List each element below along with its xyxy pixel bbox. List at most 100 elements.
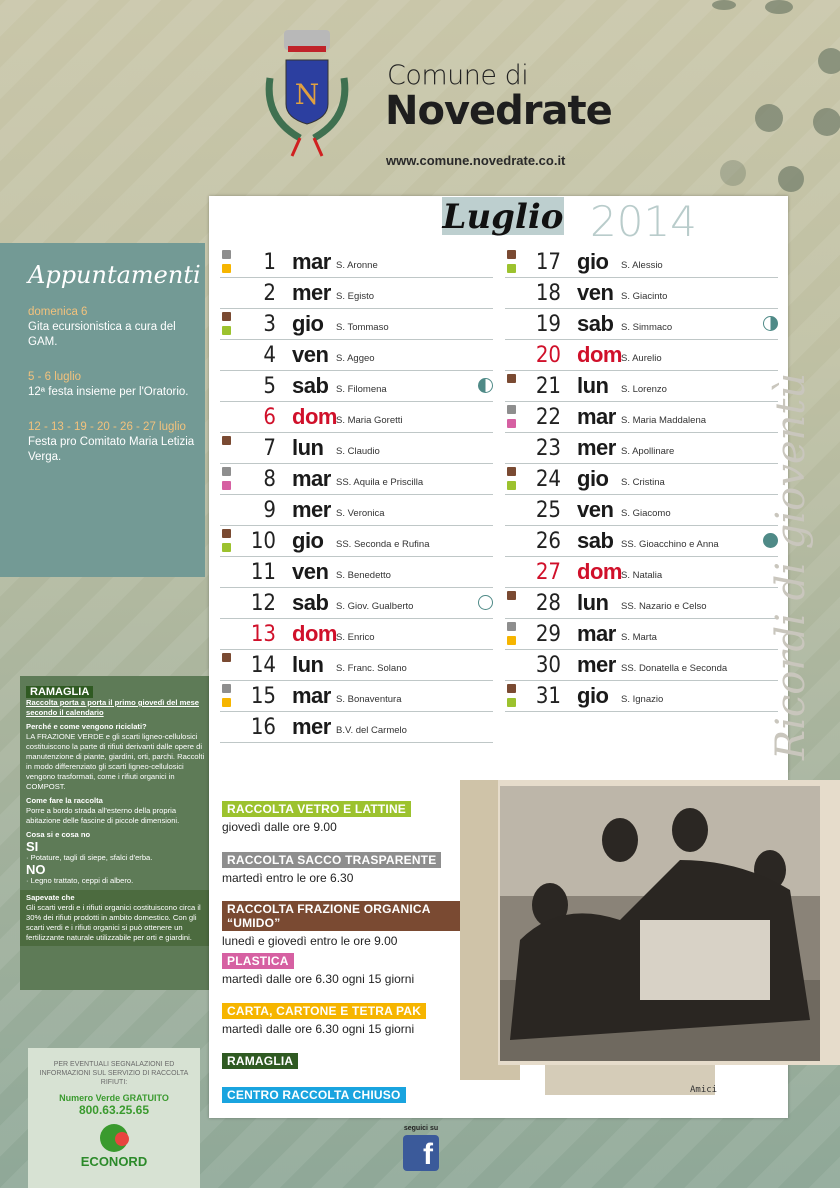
decor-dot [755,104,783,132]
ramaglia-a1: LA FRAZIONE VERDE e gli scarti ligneo-ce… [26,732,205,791]
day-number: 3 [263,312,276,337]
day-of-week: mar [292,683,331,708]
day-row: 11 ven S. Benedetto [220,557,493,588]
legend-item: RAMAGLIA [222,1052,472,1070]
day-number: 26 [535,529,561,554]
decor-dot [765,0,793,14]
day-of-week: lun [577,373,609,398]
event-text: Gita ecursionistica a cura del GAM. [28,321,176,348]
appuntamenti-panel: Appuntamenti domenica 6 Gita ecursionisti… [0,243,205,577]
day-row: 8 mar SS. Aquila e Priscilla [220,464,493,495]
ramaglia-info-panel: RAMAGLIA Raccolta porta a porta il primo… [20,676,213,990]
econord-logo-icon [100,1124,129,1152]
legend-label: PLASTICA [222,953,294,969]
ramaglia-no: NO [26,862,46,877]
day-of-week: sab [292,373,329,398]
saint-name: S. Filomena [336,384,387,395]
info-box: PER EVENTUALI SEGNALAZIONI ED INFORMAZIO… [28,1048,200,1188]
event-item: domenica 6 Gita ecursionistica a cura del… [28,305,198,350]
day-number: 30 [535,653,561,678]
calendar-column-right: 17 gio S. Alessio 18 ven S. Giacinto 19 sab S. S… [505,247,778,712]
legend-desc: giovedì dalle ore 9.00 [222,820,337,834]
collection-marker-brown [222,529,231,538]
sapevate-che-box: Sapevate che Gli scarti verdi e i rifiut… [20,890,213,946]
vertical-title: Ricordi di gioventù [768,372,814,760]
day-row: 31 gio S. Ignazio [505,681,778,712]
ramaglia-no-text: · Legno trattato, ceppi di albero. [26,876,134,885]
day-of-week: mer [292,280,331,305]
econord-brand: ECONORD [80,1154,148,1169]
decor-dot [813,108,840,136]
day-row: 24 gio S. Cristina [505,464,778,495]
saint-name: S. Enrico [336,632,375,643]
day-number: 22 [535,405,561,430]
day-number: 8 [263,467,276,492]
event-date: domenica 6 [28,306,88,318]
legend-item: RACCOLTA VETRO E LATTINE giovedì dalle or… [222,800,472,834]
day-of-week: ven [292,342,329,367]
facebook-icon[interactable]: f [403,1135,439,1171]
ramaglia-si: SI [26,839,39,854]
website-link[interactable]: www.comune.novedrate.co.it [386,153,566,168]
day-of-week: lun [577,590,609,615]
moon-last-quarter-icon [763,316,778,331]
legend-item: CENTRO RACCOLTA CHIUSO [222,1086,472,1104]
decor-dot [712,0,736,10]
day-number: 21 [535,374,561,399]
day-of-week: mar [577,404,616,429]
legend-item: CARTA, CARTONE E TETRA PAK martedì dalle … [222,1002,472,1036]
saint-name: S. Cristina [621,477,665,488]
day-number: 10 [250,529,276,554]
day-number: 1 [263,250,276,275]
event-date: 12 - 13 - 19 - 20 - 26 - 27 luglio [28,421,186,433]
day-row: 30 mer SS. Donatella e Seconda [505,650,778,681]
day-number: 4 [263,343,276,368]
year-title: 2014 [590,197,697,246]
ramaglia-a2: Porre a bordo strada all'esterno della p… [26,806,180,825]
legend-item: RACCOLTA FRAZIONE ORGANICA “UMIDO” lunedì… [222,901,472,948]
day-row: 1 mar S. Aronne [220,247,493,278]
day-of-week: lun [292,652,324,677]
day-row: 9 mer S. Veronica [220,495,493,526]
day-of-week: gio [577,683,609,708]
legend-label: RACCOLTA FRAZIONE ORGANICA “UMIDO” [222,901,472,931]
vintage-photo: Amici [460,780,840,1095]
day-of-week: lun [292,435,324,460]
crest-letter: N [295,78,320,111]
saint-name: B.V. del Carmelo [336,725,407,736]
saint-name: S. Alessio [621,260,663,271]
legend-item: PLASTICA martedì dalle ore 6.30 ogni 15 g… [222,952,472,986]
collection-marker-gray [222,467,231,476]
day-of-week: gio [577,466,609,491]
phone-number[interactable]: 800.63.25.65 [78,1103,150,1117]
collection-marker-brown [507,467,516,476]
header-town-name: Novedrate [385,88,613,134]
moon-full-icon [478,595,493,610]
day-number: 6 [263,405,276,430]
collection-marker-orange [222,264,231,273]
day-row: 25 ven S. Giacomo [505,495,778,526]
day-number: 2 [263,281,276,306]
moon-first-quarter-icon [478,378,493,393]
day-of-week: dom [292,404,337,429]
event-item: 12 - 13 - 19 - 20 - 26 - 27 luglio Festa … [28,420,198,465]
municipal-crest: N [265,30,349,157]
social-follow: seguici su f [400,1125,442,1171]
day-of-week: gio [292,311,324,336]
day-number: 31 [535,684,561,709]
ramaglia-q1: Perché e come vengono riciclati? [26,722,147,731]
day-number: 27 [535,560,561,585]
day-row: 15 mar S. Bonaventura [220,681,493,712]
day-row: 12 sab S. Giov. Gualberto [220,588,493,619]
saint-name: S. Veronica [336,508,385,519]
day-of-week: sab [577,311,614,336]
day-row: 27 dom S. Natalia [505,557,778,588]
day-row: 20 dom S. Aurelio [505,340,778,371]
day-number: 16 [250,715,276,740]
day-number: 28 [535,591,561,616]
decor-dot [778,166,804,192]
day-number: 29 [535,622,561,647]
saint-name: S. Lorenzo [621,384,667,395]
day-number: 17 [535,250,561,275]
day-of-week: mar [292,249,331,274]
